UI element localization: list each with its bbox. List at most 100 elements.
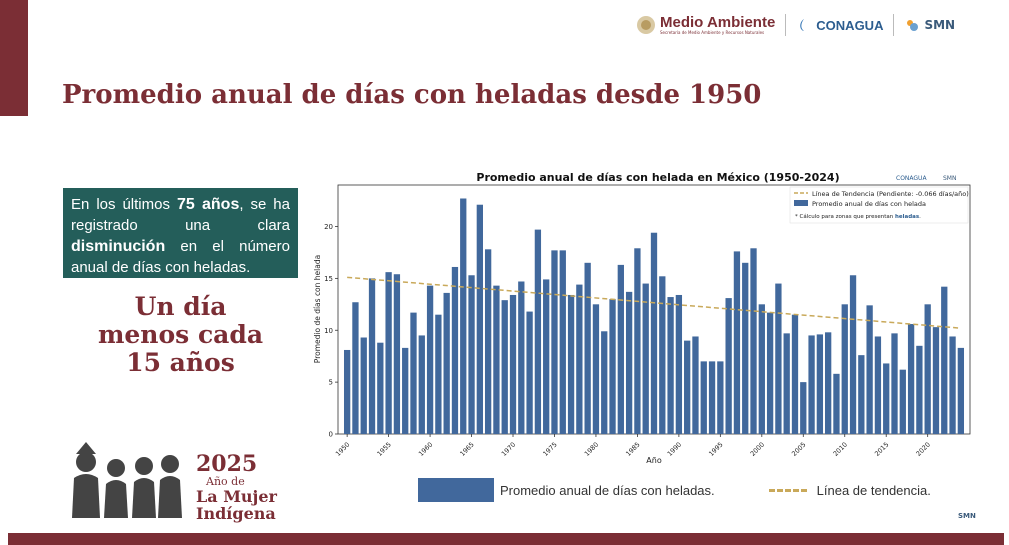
eagle-seal-icon xyxy=(637,16,655,34)
medio-ambiente-text: Medio Ambiente xyxy=(660,14,776,31)
chart-title: Promedio anual de días con helada en Méx… xyxy=(476,171,839,184)
bar-1985 xyxy=(634,248,641,434)
x-tick-label: 1965 xyxy=(458,441,475,458)
bar-2014 xyxy=(874,336,882,434)
key-message-line1: Un día xyxy=(134,292,227,321)
bar-1954 xyxy=(377,342,384,434)
bar-1962 xyxy=(443,292,450,434)
info-highlight-decrease: disminución xyxy=(71,238,166,255)
bar-1958 xyxy=(410,312,417,434)
chart-logo-smn: SMN xyxy=(943,175,956,182)
bar-2019 xyxy=(916,345,923,434)
key-message: Un día menos cada 15 años xyxy=(63,293,298,377)
bar-1973 xyxy=(534,229,542,434)
bar-2001 xyxy=(766,312,774,434)
info-box: En los últimos 75 años, se ha registrado… xyxy=(63,188,298,278)
y-axis: 0 5 10 15 20 xyxy=(324,223,338,439)
bar-1965 xyxy=(468,275,475,434)
bar-1978 xyxy=(576,284,583,434)
conagua-text: CONAGUA xyxy=(816,17,884,33)
medio-ambiente-subtext: Secretaría de Medio Ambiente y Recursos … xyxy=(660,30,765,35)
anio-indigena: Indígena xyxy=(196,504,276,523)
bar-2006 xyxy=(808,335,815,434)
bar-1956 xyxy=(393,274,401,434)
footer-smn-logo: SMN xyxy=(958,512,976,520)
bar-1970 xyxy=(509,294,517,434)
bar-2020 xyxy=(924,304,931,434)
bar-1957 xyxy=(402,347,409,434)
bar-1950 xyxy=(343,349,351,434)
x-tick-label: 1960 xyxy=(417,441,434,458)
bar-1964 xyxy=(460,198,467,434)
bar-2000 xyxy=(758,304,765,434)
x-tick-label: 1995 xyxy=(707,441,724,458)
conagua-icon xyxy=(800,19,805,31)
bar-1987 xyxy=(650,232,658,434)
bar-2015 xyxy=(883,363,890,434)
bar-1993 xyxy=(700,361,707,434)
bar-1996 xyxy=(725,298,732,434)
x-tick-label: 2000 xyxy=(749,441,766,458)
bar-2007 xyxy=(816,334,824,434)
y-tick-label: 10 xyxy=(324,327,333,335)
bar-1952 xyxy=(360,337,367,434)
info-text-3: en el número anual de días con heladas. xyxy=(71,238,290,276)
bottom-legend: Promedio anual de días con heladas. Líne… xyxy=(418,478,931,502)
x-tick-label: 1955 xyxy=(375,441,392,458)
bar-1953 xyxy=(368,278,376,434)
bar-2008 xyxy=(825,332,832,434)
chart-logo-conagua: CONAGUA xyxy=(896,175,927,182)
legend-bar-label: Promedio anual de días con helada xyxy=(812,200,926,208)
legend-bar-swatch xyxy=(794,200,808,206)
bar-2018 xyxy=(907,324,915,434)
x-tick-label: 1975 xyxy=(541,441,558,458)
bar-1966 xyxy=(476,204,483,434)
smn-icon xyxy=(907,20,919,31)
logo-separator xyxy=(785,14,787,36)
x-axis: 1950 1955 1960 1965 1970 1975 1980 1985 1990 1995… xyxy=(334,434,932,458)
x-tick-label: 1985 xyxy=(624,441,641,458)
bar-1999 xyxy=(750,248,757,434)
anio-la-mujer: La Mujer xyxy=(196,487,277,506)
bottom-accent-bar xyxy=(8,533,1004,545)
bar-1961 xyxy=(435,314,442,434)
bar-1967 xyxy=(484,249,492,434)
page-title: Promedio anual de días con heladas desde… xyxy=(62,80,762,110)
bar-1984 xyxy=(625,291,633,434)
header-logos: Medio Ambiente Secretaría de Medio Ambie… xyxy=(636,10,955,40)
bar-2005 xyxy=(800,382,807,434)
trend-line xyxy=(347,276,961,329)
y-tick-label: 15 xyxy=(324,275,333,283)
key-message-line3: 15 años xyxy=(126,348,235,377)
bar-1979 xyxy=(584,262,591,434)
x-tick-label: 2020 xyxy=(915,441,932,458)
bar-1998 xyxy=(742,262,749,434)
info-text-1: En los últimos xyxy=(71,196,177,213)
smn-logo: SMN xyxy=(904,17,955,33)
bar-2023 xyxy=(949,336,956,434)
bar-1960 xyxy=(426,285,434,434)
bar-2013 xyxy=(866,305,873,434)
x-tick-label: 1950 xyxy=(334,441,351,458)
bars xyxy=(343,198,965,434)
bar-1981 xyxy=(601,331,608,434)
key-message-line2: menos cada xyxy=(97,320,264,349)
bar-1982 xyxy=(609,299,616,434)
bar-1951 xyxy=(352,302,359,434)
bar-1992 xyxy=(692,336,699,434)
bottom-legend-trend-swatch xyxy=(768,488,807,492)
bar-2009 xyxy=(833,373,840,434)
bar-1997 xyxy=(733,251,741,434)
bar-2004 xyxy=(791,314,799,434)
bar-2017 xyxy=(899,369,906,434)
bar-2024 xyxy=(957,347,965,434)
anio-mujer-indigena-logo: 2025 Año de La Mujer Indígena xyxy=(196,452,277,522)
conagua-logo: CONAGUA xyxy=(796,17,883,33)
info-highlight-years: 75 años xyxy=(176,196,240,213)
x-tick-label: 1970 xyxy=(500,441,517,458)
bar-1969 xyxy=(501,300,508,434)
bar-1995 xyxy=(717,361,724,434)
bar-1988 xyxy=(659,276,666,434)
bar-1974 xyxy=(543,279,550,434)
bar-1971 xyxy=(518,281,525,434)
